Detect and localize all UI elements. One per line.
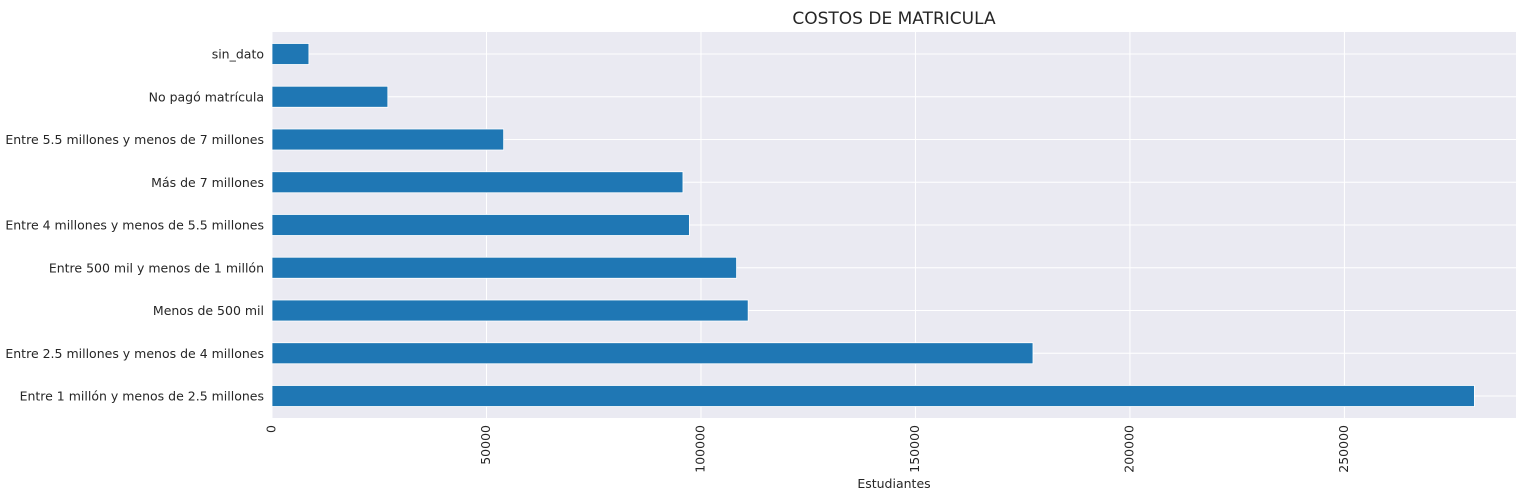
x-tick-label: 150000 xyxy=(907,425,922,473)
bar xyxy=(271,214,690,236)
y-tick-labels: sin_dato No pagó matrícula Entre 5.5 millo… xyxy=(5,47,264,404)
x-tick-label: 0 xyxy=(264,425,279,433)
x-tick-label: 50000 xyxy=(478,425,493,465)
x-tick-label: 250000 xyxy=(1336,425,1351,473)
bars xyxy=(271,43,1475,407)
bar xyxy=(271,256,737,279)
x-tick-label: 100000 xyxy=(692,425,707,473)
bar xyxy=(271,128,505,151)
y-tick-label: Entre 2.5 millones y menos de 4 millones xyxy=(5,346,264,361)
bar xyxy=(271,385,1475,407)
y-tick-label: Menos de 500 mil xyxy=(153,303,264,318)
y-tick-label: Entre 1 millón y menos de 2.5 millones xyxy=(20,389,264,404)
bar xyxy=(271,85,389,108)
x-tick-label: 200000 xyxy=(1121,425,1136,473)
bar xyxy=(271,43,310,65)
y-tick-label: Más de 7 millones xyxy=(151,175,264,190)
y-tick-label: Entre 4 millones y menos de 5.5 millones xyxy=(5,218,264,233)
y-tick-label: Entre 500 mil y menos de 1 millón xyxy=(49,260,264,275)
bar xyxy=(271,342,1034,365)
bar xyxy=(271,299,749,322)
y-tick-label: sin_dato xyxy=(212,47,264,62)
x-tick-labels: 0 50000 100000 150000 200000 250000 xyxy=(264,425,1351,473)
y-tick-label: No pagó matrícula xyxy=(149,89,264,104)
y-tick-label: Entre 5.5 millones y menos de 7 millones xyxy=(5,132,264,147)
x-axis-label: Estudiantes xyxy=(857,476,930,491)
bar xyxy=(271,171,684,194)
chart-title: COSTOS DE MATRICULA xyxy=(792,9,996,29)
